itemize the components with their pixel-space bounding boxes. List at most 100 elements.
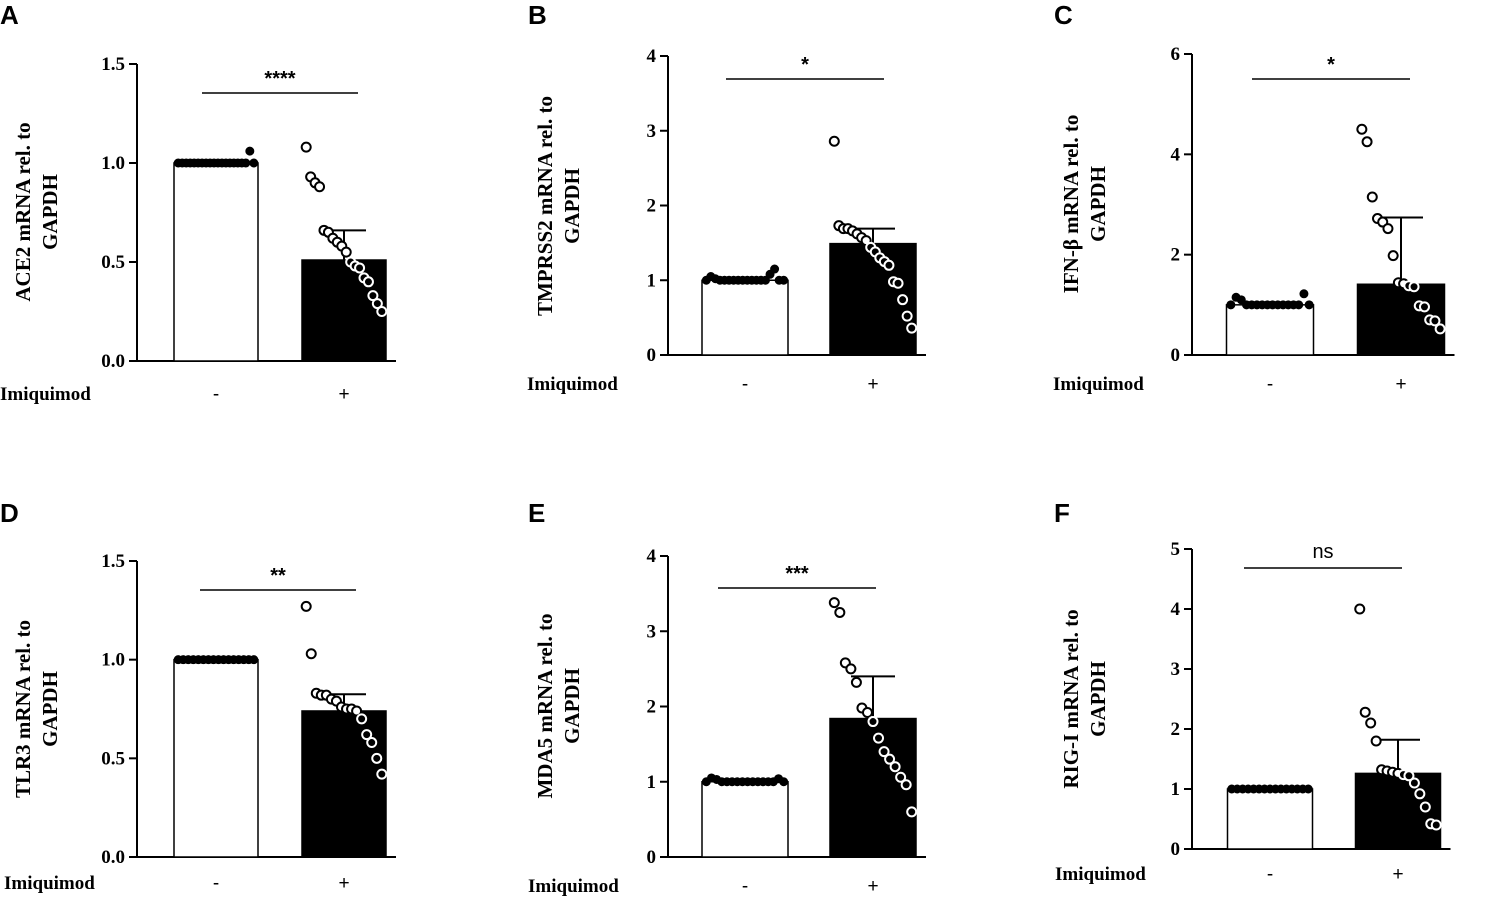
data-point (892, 277, 904, 289)
y-axis-label-line1: ACE2 mRNA rel. to (11, 122, 35, 301)
significance-label: * (1327, 54, 1335, 76)
x-category-label: - (213, 873, 219, 894)
data-point (1361, 136, 1373, 148)
y-axis-label: TLR3 mRNA rel. to GAPDH (11, 620, 62, 798)
data-point (1365, 717, 1377, 729)
data-point (779, 275, 789, 285)
significance-label: ns (1312, 541, 1333, 563)
y-tick-label: 5 (1171, 539, 1181, 560)
bar-imiquimod-plus (301, 710, 387, 858)
data-point (1359, 706, 1371, 718)
bar-imiquimod-minus (173, 162, 259, 362)
y-axis-label-line1: TLR3 mRNA rel. to (11, 620, 35, 798)
data-point (1387, 250, 1399, 262)
y-axis-label-line2: GAPDH (38, 174, 62, 250)
data-point (1304, 300, 1314, 310)
data-point (1429, 315, 1441, 327)
data-point (1434, 323, 1446, 335)
y-tick-label: 0 (647, 345, 657, 366)
data-point (314, 181, 326, 193)
x-category-label: + (338, 873, 349, 894)
y-tick-label: 4 (647, 46, 657, 67)
data-point (362, 276, 374, 288)
data-point (1408, 281, 1420, 293)
data-point (845, 663, 857, 675)
y-tick-label: 1 (1171, 779, 1181, 800)
x-axis-label: Imiquimod (1053, 374, 1144, 395)
bar-imiquimod-minus (1225, 304, 1315, 356)
data-point (371, 752, 383, 764)
y-axis-label: RIG-I mRNA rel. to GAPDH (1059, 609, 1110, 788)
y-tick-label: 2 (647, 196, 657, 217)
data-point (873, 732, 885, 744)
significance-label: **** (264, 68, 295, 90)
bar-imiquimod-minus (701, 781, 789, 858)
y-tick-label: 0 (1171, 345, 1181, 366)
significance-label: * (801, 54, 809, 76)
y-axis-label-line2: GAPDH (560, 668, 584, 744)
data-point (883, 259, 895, 271)
x-axis-label: Imiquimod (0, 384, 91, 405)
y-tick-label: 3 (1171, 659, 1181, 680)
y-axis-label-line1: TMPRSS2 mRNA rel. to (533, 96, 557, 316)
y-tick-label: 2 (1171, 719, 1181, 740)
x-category-label: - (1267, 864, 1273, 885)
y-tick-label: 0 (647, 847, 657, 868)
data-point (897, 294, 909, 306)
data-point (356, 713, 368, 725)
bar-imiquimod-minus (173, 658, 259, 858)
y-axis-label-line2: GAPDH (38, 671, 62, 747)
data-point (1299, 289, 1309, 299)
data-point (351, 705, 363, 717)
data-point (861, 707, 873, 719)
x-category-label: + (867, 876, 878, 897)
data-point (1419, 801, 1431, 813)
y-axis-label: MDA5 mRNA rel. to GAPDH (533, 613, 584, 798)
x-category-label: - (742, 876, 748, 897)
data-point (1356, 123, 1368, 135)
x-axis-label: Imiquimod (528, 876, 619, 897)
y-axis-label-line2: GAPDH (560, 168, 584, 244)
x-category-label: - (213, 384, 219, 405)
data-point (300, 600, 312, 612)
y-tick-label: 3 (647, 121, 657, 142)
y-tick-label: 0.5 (101, 252, 125, 273)
data-point (906, 806, 918, 818)
data-point (241, 158, 251, 168)
data-point (300, 141, 312, 153)
panel-letter: A (0, 0, 19, 30)
data-point (779, 777, 789, 787)
y-axis-label: TMPRSS2 mRNA rel. to GAPDH (533, 96, 584, 316)
y-tick-label: 1.0 (101, 153, 125, 174)
data-point (867, 716, 879, 728)
y-tick-label: 0.0 (101, 351, 125, 372)
panel-letter: F (1054, 498, 1070, 528)
data-point (1303, 784, 1313, 794)
data-point (1226, 300, 1236, 310)
y-tick-label: 0 (1171, 839, 1181, 860)
panel-letter: D (0, 498, 19, 528)
data-point (760, 275, 770, 285)
y-tick-label: 3 (647, 621, 657, 642)
data-point (249, 158, 259, 168)
data-point (770, 264, 780, 274)
y-tick-label: 0.5 (101, 748, 125, 769)
data-point (895, 771, 907, 783)
data-point (354, 262, 366, 274)
data-point (1294, 300, 1304, 310)
data-point (340, 246, 352, 258)
data-point (900, 779, 912, 791)
y-tick-label: 2 (1171, 245, 1181, 266)
y-tick-label: 1.5 (101, 54, 125, 75)
y-tick-label: 1 (647, 772, 657, 793)
data-point (1382, 223, 1394, 235)
y-axis-label: IFN-β mRNA rel. to GAPDH (1059, 115, 1110, 294)
panel-letter: E (528, 498, 545, 528)
data-point (367, 290, 379, 302)
data-point (1418, 301, 1430, 313)
x-category-label: + (338, 384, 349, 405)
panel-letter: C (1054, 0, 1073, 30)
data-point (1354, 603, 1366, 615)
y-tick-label: 4 (647, 546, 657, 567)
